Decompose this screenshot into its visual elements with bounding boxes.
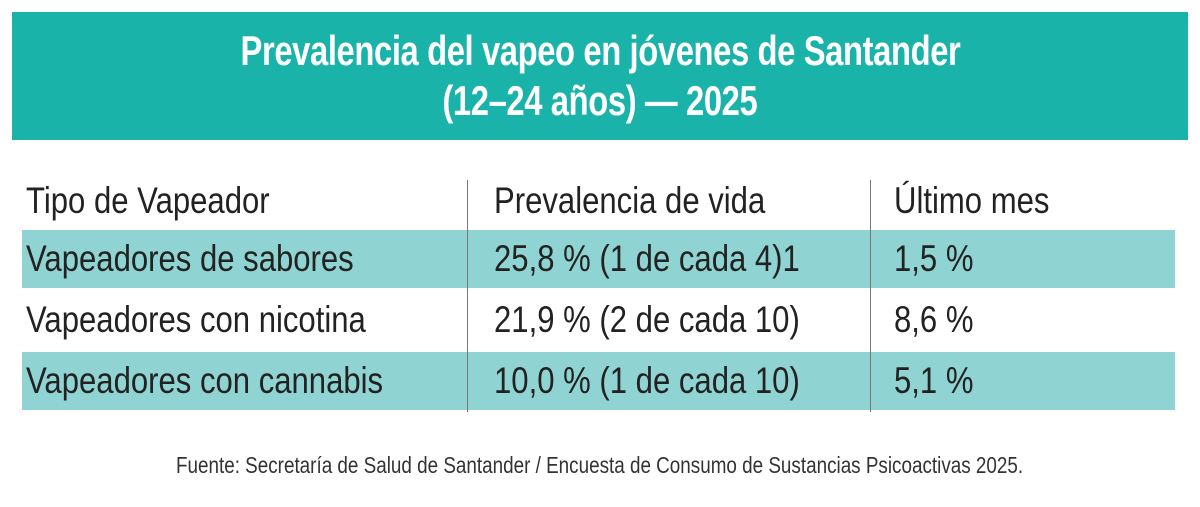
table-cell: Vapeadores de sabores xyxy=(26,238,354,279)
table-cell: Prevalencia de vida xyxy=(494,180,766,221)
header-row: Tipo de Vapeador Prevalencia de vida Últim… xyxy=(22,172,1175,230)
table-row: Vapeadores de sabores 25,8 % (1 de cada 4… xyxy=(22,230,1175,288)
title-text: (12–24 años) — 2025 xyxy=(442,77,758,124)
table-cell: 1,5 % xyxy=(894,238,974,279)
table-cell: 21,9 % (2 de cada 10) xyxy=(494,299,800,340)
column-divider xyxy=(870,180,871,412)
source-text: Fuente: Secretaría de Salud de Santander… xyxy=(176,452,1024,478)
table-cell: 25,8 % (1 de cada 4)1 xyxy=(494,238,800,279)
table-cell: Último mes xyxy=(894,180,1050,221)
table-cell: 5,1 % xyxy=(894,360,974,401)
title-line: Prevalencia del vapeo en jóvenes de Sant… xyxy=(12,26,1188,76)
table-cell: Vapeadores con cannabis xyxy=(26,360,384,401)
table-cell: Tipo de Vapeador xyxy=(26,180,270,221)
title-banner: Prevalencia del vapeo en jóvenes de Sant… xyxy=(12,12,1188,140)
table-cell: 10,0 % (1 de cada 10) xyxy=(494,360,800,401)
column-divider xyxy=(467,180,468,412)
title-line: (12–24 años) — 2025 xyxy=(12,76,1188,126)
source-note: Fuente: Secretaría de Salud de Santander… xyxy=(0,452,1200,479)
table-row: Vapeadores con nicotina 21,9 % (2 de cada… xyxy=(22,291,1175,349)
title-text: Prevalencia del vapeo en jóvenes de Sant… xyxy=(240,27,960,74)
table-row: Vapeadores con cannabis 10,0 % (1 de cada… xyxy=(22,352,1175,410)
table-cell: 8,6 % xyxy=(894,299,974,340)
table-cell: Vapeadores con nicotina xyxy=(26,299,366,340)
